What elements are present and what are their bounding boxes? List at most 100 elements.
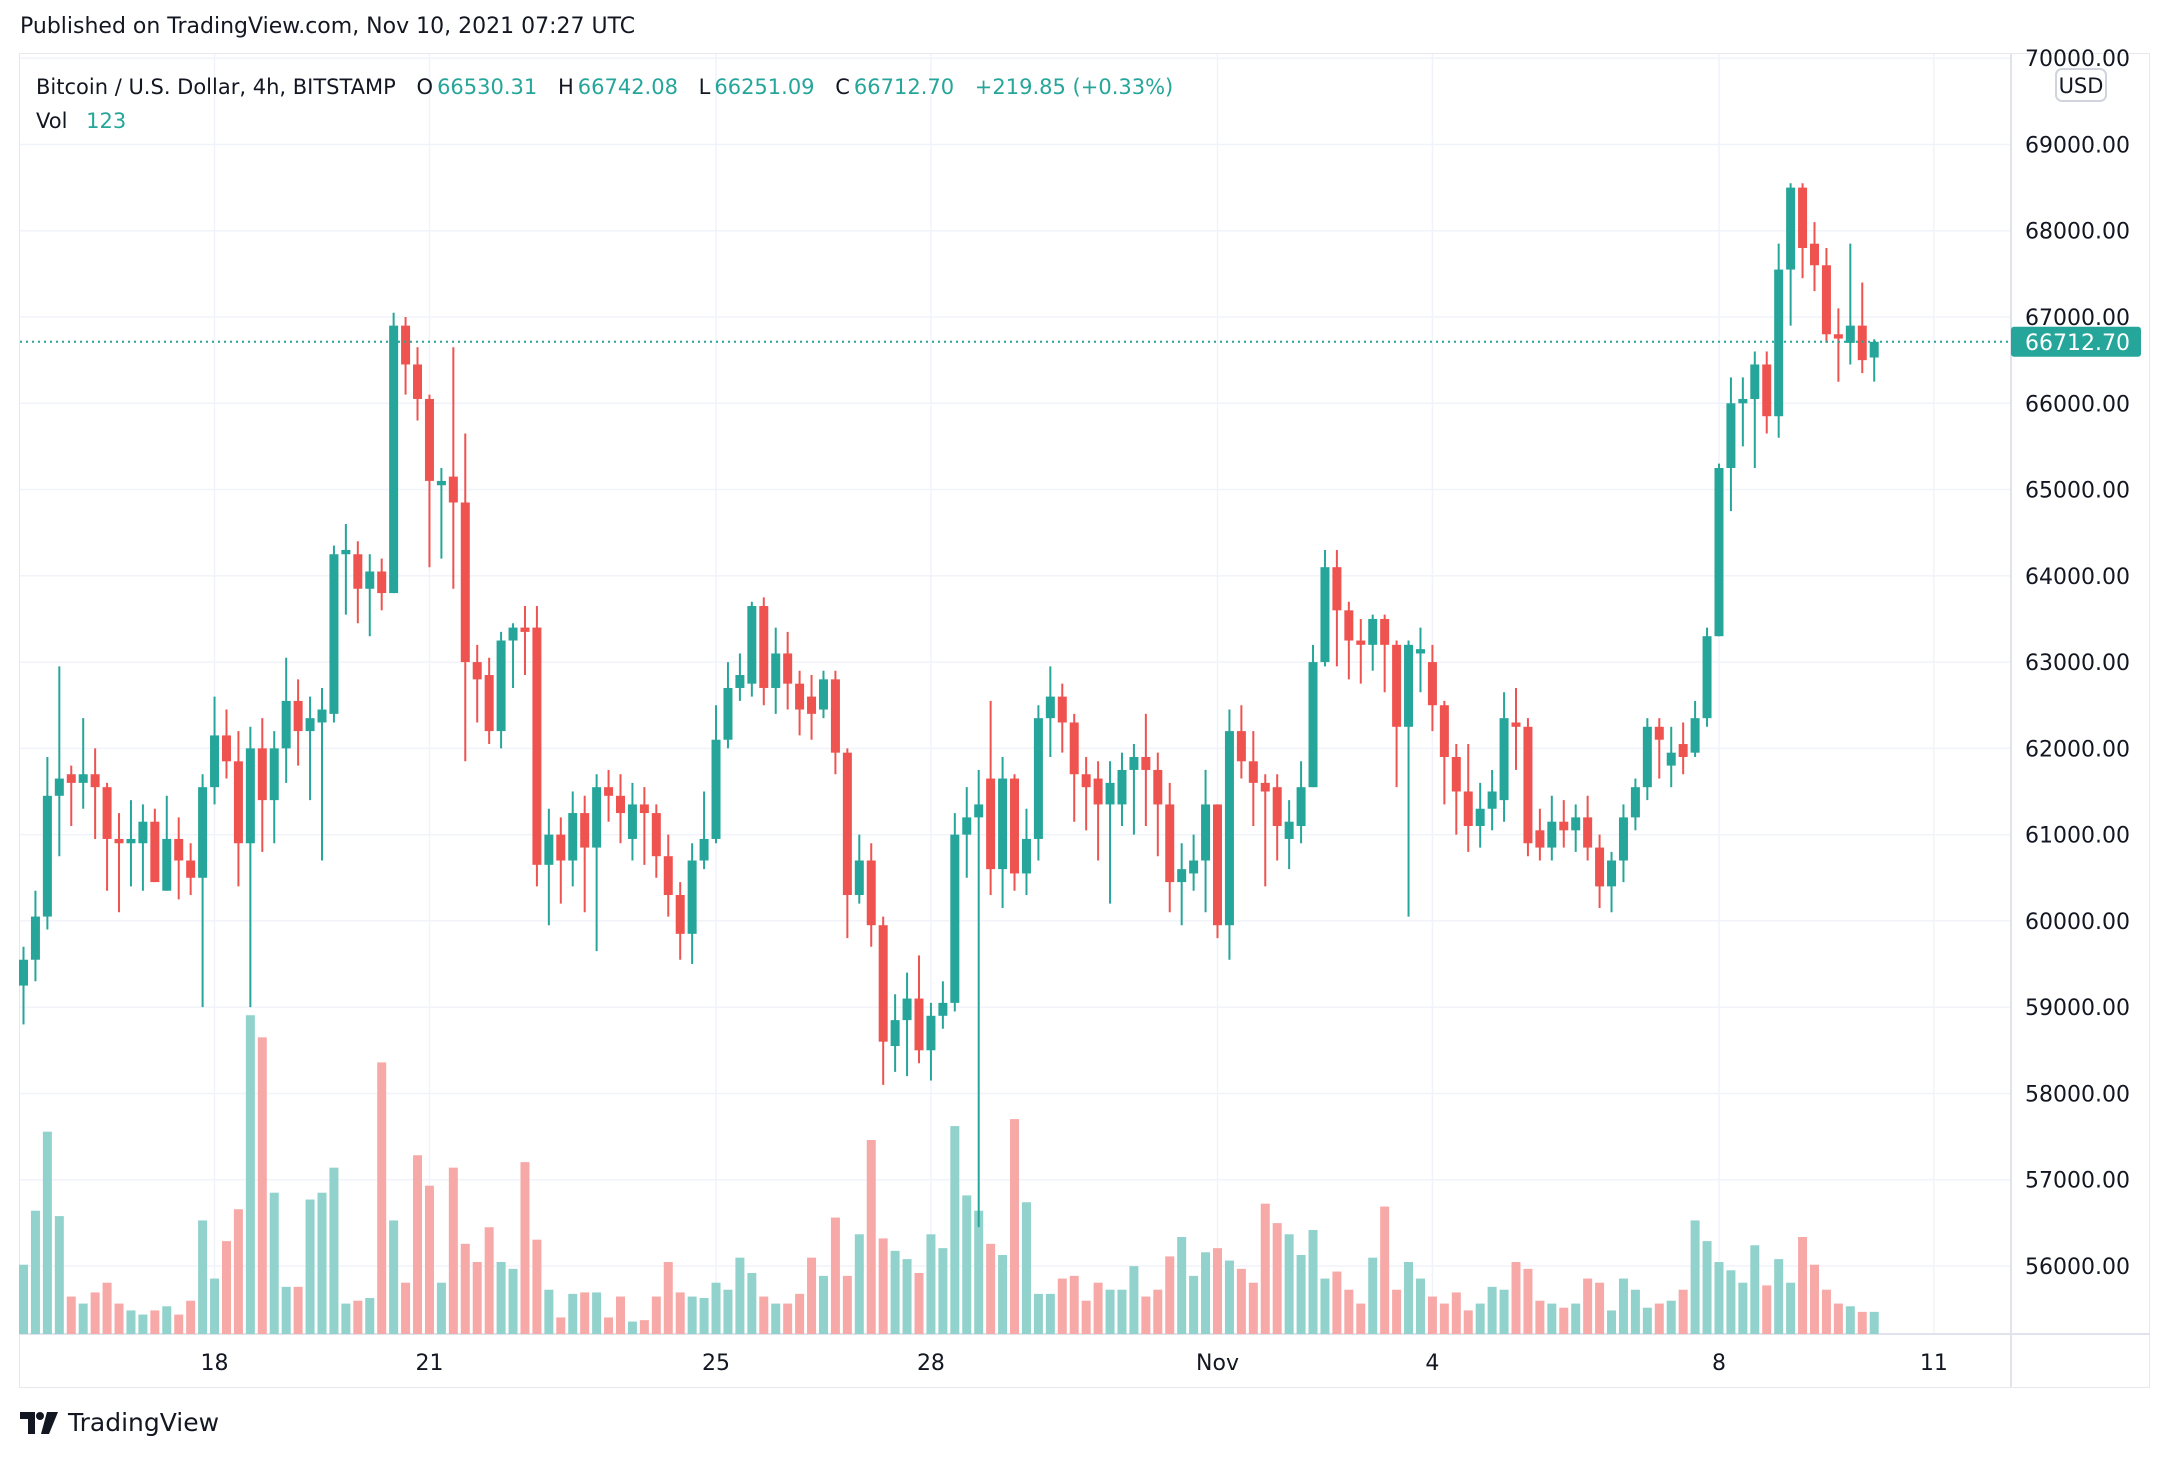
candle-down bbox=[1057, 696, 1067, 723]
tradingview-logo[interactable]: TradingView bbox=[20, 1408, 219, 1437]
volume-bar bbox=[616, 1296, 625, 1334]
candle-up bbox=[1618, 817, 1628, 861]
volume-bar bbox=[353, 1300, 363, 1334]
candle-down bbox=[1439, 705, 1449, 757]
volume-bar bbox=[1081, 1300, 1091, 1334]
volume-bar bbox=[1857, 1311, 1867, 1334]
volume-bar bbox=[496, 1262, 506, 1334]
candle-up bbox=[19, 959, 28, 986]
candle-up bbox=[78, 774, 88, 783]
volume-bar bbox=[54, 1216, 64, 1334]
candle-down bbox=[1678, 744, 1688, 757]
volume-bar bbox=[818, 1275, 828, 1334]
close-value: 66712.70 bbox=[853, 75, 955, 99]
candle-up bbox=[1117, 769, 1127, 805]
candle-down bbox=[986, 778, 996, 870]
close-label: C bbox=[835, 75, 850, 99]
candle-down bbox=[1248, 761, 1258, 783]
tradingview-logo-icon bbox=[20, 1411, 58, 1434]
volume-bar bbox=[1392, 1289, 1402, 1334]
candle-down bbox=[1332, 567, 1342, 611]
volume-bar bbox=[735, 1257, 745, 1334]
candle-down bbox=[783, 653, 793, 684]
volume-bar bbox=[186, 1300, 196, 1334]
candle-up bbox=[198, 787, 208, 878]
volume-bar bbox=[1045, 1293, 1055, 1334]
candle-up bbox=[210, 735, 220, 788]
volume-bar bbox=[221, 1241, 231, 1334]
candle-up bbox=[1845, 325, 1855, 343]
price-tick-label: 64000.00 bbox=[2025, 565, 2130, 590]
candle-down bbox=[1451, 756, 1461, 792]
volume-bar bbox=[938, 1248, 948, 1334]
candle-down bbox=[795, 683, 805, 710]
volume-bar bbox=[580, 1292, 590, 1334]
volume-bar bbox=[305, 1199, 315, 1334]
candle-down bbox=[1272, 787, 1282, 827]
volume-bar bbox=[914, 1272, 924, 1334]
candle-up bbox=[508, 627, 518, 641]
candle-down bbox=[1236, 731, 1246, 762]
candle-down bbox=[1810, 243, 1819, 266]
volume-bar bbox=[1069, 1275, 1079, 1334]
volume-bar bbox=[1869, 1311, 1879, 1334]
candle-down bbox=[150, 821, 160, 883]
volume-bar bbox=[293, 1286, 303, 1334]
candle-up bbox=[1774, 269, 1784, 417]
volume-bar bbox=[1272, 1223, 1282, 1334]
candle-up bbox=[1404, 644, 1414, 727]
volume-bar bbox=[114, 1303, 124, 1334]
candle-down bbox=[90, 774, 100, 788]
symbol-title[interactable]: Bitcoin / U.S. Dollar, 4h, BITSTAMP bbox=[36, 75, 396, 99]
low-value: 66251.09 bbox=[714, 75, 815, 99]
candle-down bbox=[759, 606, 769, 688]
candle-down bbox=[1595, 847, 1605, 887]
time-tick-label: 18 bbox=[201, 1351, 229, 1376]
volume-bar bbox=[341, 1303, 351, 1334]
volume-bar bbox=[1559, 1307, 1569, 1334]
price-tick-label: 56000.00 bbox=[2025, 1255, 2130, 1280]
volume-bar bbox=[1308, 1229, 1318, 1334]
volume-bar bbox=[1845, 1306, 1855, 1334]
volume-bar bbox=[150, 1310, 160, 1334]
volume-bar bbox=[1129, 1266, 1139, 1334]
candle-down bbox=[1511, 722, 1521, 727]
price-tick-label: 59000.00 bbox=[2025, 996, 2130, 1021]
volume-bar bbox=[604, 1317, 614, 1334]
currency-label[interactable]: USD bbox=[2059, 74, 2104, 98]
volume-bar bbox=[1571, 1303, 1581, 1334]
candle-up bbox=[902, 998, 912, 1021]
volume-bar bbox=[377, 1062, 387, 1334]
candle-up bbox=[568, 813, 578, 861]
volume-bar bbox=[329, 1167, 339, 1334]
volume-bar bbox=[711, 1282, 721, 1334]
time-tick-label: 28 bbox=[917, 1351, 945, 1376]
candle-down bbox=[1523, 726, 1533, 844]
price-tick-label: 61000.00 bbox=[2025, 824, 2130, 849]
volume-bar bbox=[890, 1250, 900, 1334]
volume-bar bbox=[1738, 1282, 1748, 1334]
volume-bar bbox=[1499, 1289, 1509, 1334]
candle-up bbox=[126, 838, 136, 844]
ohlc-line: Bitcoin / U.S. Dollar, 4h, BITSTAMP O 665… bbox=[36, 70, 1177, 104]
volume-bar bbox=[210, 1278, 220, 1334]
open-label: O bbox=[416, 75, 434, 99]
volume-bar bbox=[1189, 1275, 1199, 1334]
volume-bar bbox=[198, 1220, 208, 1334]
time-tick-label: 8 bbox=[1712, 1351, 1726, 1376]
candle-down bbox=[914, 998, 924, 1051]
volume-bar bbox=[245, 1015, 255, 1334]
volume-bar bbox=[162, 1306, 172, 1334]
volume-bar bbox=[1786, 1282, 1796, 1334]
volume-bar bbox=[1547, 1303, 1557, 1334]
price-tick-label: 69000.00 bbox=[2025, 133, 2130, 158]
candle-down bbox=[1427, 662, 1437, 706]
candle-up bbox=[1786, 187, 1796, 270]
candle-down bbox=[663, 856, 673, 896]
candle-down bbox=[1344, 610, 1354, 641]
open-value: 66530.31 bbox=[437, 75, 538, 99]
candle-up bbox=[1308, 662, 1318, 788]
candle-up bbox=[138, 821, 148, 844]
volume-bar bbox=[1248, 1282, 1258, 1334]
